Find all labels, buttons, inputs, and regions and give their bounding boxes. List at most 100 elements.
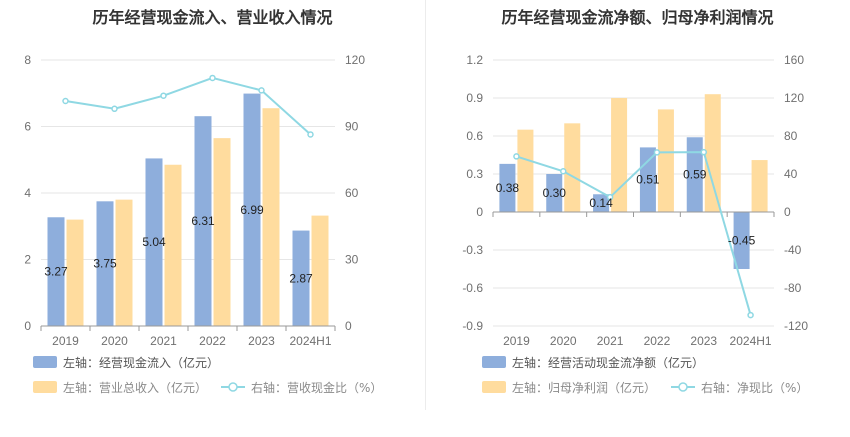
bar-primary — [733, 212, 750, 269]
bar-data-label: 0.38 — [496, 181, 520, 195]
x-axis-tick-label: 2023 — [690, 334, 717, 348]
line-point — [653, 149, 661, 156]
right-axis-tick-label: 0 — [784, 205, 791, 219]
left-axis-tick-label: 0.9 — [466, 91, 483, 105]
bar-data-label: 2.87 — [289, 271, 313, 285]
line-point — [307, 131, 314, 138]
x-axis-tick-label: 2019 — [503, 334, 530, 348]
right-axis-tick-label: 0 — [345, 319, 352, 333]
bar-primary — [243, 93, 261, 327]
net-cashflow-profit-chart: -0.9 -0.6 -0.3 0 0.3 0.6 0.9 1.2 -120 -80 -40 0 40 80… — [462, 53, 808, 395]
bar-secondary — [213, 138, 231, 326]
bar-data-label: 3.27 — [44, 265, 68, 279]
line-point — [700, 148, 707, 156]
bar-secondary — [517, 129, 534, 212]
line-point — [606, 193, 614, 201]
chart-title: 历年经营现金流净额、归母净利润情况 — [501, 8, 774, 27]
bar-data-label: -0.45 — [728, 234, 756, 248]
left-axis-tick-label: 1.2 — [466, 53, 483, 67]
legend-swatch-line-marker — [678, 382, 688, 392]
x-axis-tick-label: 2022 — [644, 334, 671, 348]
x-axis-tick-label: 2020 — [550, 334, 577, 348]
chart-title: 历年经营现金流入、营业收入情况 — [92, 8, 333, 27]
x-axis-tick-label: 2019 — [52, 334, 79, 348]
bar-secondary — [66, 219, 84, 326]
bar-data-label: 0.51 — [636, 173, 660, 187]
legend-label-secondary-bar: 左轴：归母净利润（亿元） — [512, 380, 656, 395]
line-point — [62, 97, 69, 105]
left-axis-tick-label: 0 — [476, 205, 483, 219]
bar-primary — [499, 163, 516, 212]
line-point — [160, 92, 167, 99]
panel-divider — [425, 0, 426, 410]
bar-data-label: 0.14 — [589, 196, 613, 210]
line-point — [747, 311, 754, 319]
x-axis-tick-label: 2024H1 — [730, 334, 772, 348]
legend-swatch-primary-bar — [33, 356, 57, 368]
right-axis-tick-label: 160 — [784, 53, 804, 67]
x-axis-tick-label: 2021 — [150, 334, 177, 348]
bar-secondary — [751, 160, 768, 212]
bar-data-label: 0.30 — [543, 186, 567, 200]
bar-primary — [96, 201, 114, 326]
bar-data-label: 6.31 — [191, 214, 215, 228]
bar-secondary — [262, 108, 280, 327]
right-axis-tick-label: 120 — [345, 53, 365, 67]
line-point — [560, 167, 567, 175]
x-axis-tick-label: 2021 — [597, 334, 624, 348]
line-point — [111, 105, 118, 113]
right-axis-tick-label: -80 — [784, 281, 802, 295]
legend-swatch-secondary-bar — [482, 381, 506, 393]
line-series — [65, 76, 312, 136]
bar-primary — [47, 217, 65, 326]
legend-swatch-line-marker — [228, 382, 238, 392]
right-axis-tick-label: 80 — [784, 129, 798, 143]
bar-data-label: 3.75 — [93, 257, 117, 271]
x-axis-tick-label: 2024H1 — [289, 334, 331, 348]
bar-secondary — [657, 109, 674, 212]
x-axis-tick-label: 2020 — [101, 334, 128, 348]
bar-primary — [686, 137, 703, 212]
left-axis-tick-label: -0.9 — [462, 319, 483, 333]
right-axis-tick-label: -120 — [784, 319, 808, 333]
left-axis-tick-label: -0.6 — [462, 281, 483, 295]
line-point — [513, 153, 520, 160]
left-axis-tick-label: 0 — [24, 319, 31, 333]
legend-label-line: 右轴：营收现金比（%） — [251, 380, 382, 395]
legend-label-primary-bar: 左轴：经营活动现金流净额（亿元） — [512, 355, 704, 370]
left-axis-tick-label: 6 — [24, 120, 31, 134]
bar-secondary — [311, 215, 329, 326]
left-axis-tick-label: 0.3 — [466, 167, 483, 181]
line-series — [516, 151, 752, 316]
bar-primary — [194, 116, 212, 326]
bar-primary — [546, 174, 563, 212]
left-axis-tick-label: 4 — [24, 186, 31, 200]
right-axis-tick-label: 60 — [345, 186, 359, 200]
left-axis-tick-label: 0.6 — [466, 129, 483, 143]
cash-inflow-revenue-chart: 0 2 4 6 8 0 30 60 90 120 2019 2020 2021 2022 2023 2024H… — [24, 53, 382, 395]
line-point — [258, 87, 265, 94]
bar-primary — [593, 194, 610, 212]
legend-swatch-primary-bar — [482, 356, 506, 368]
left-axis-tick-label: 2 — [24, 253, 31, 267]
legend-label-primary-bar: 左轴：经营现金流入（亿元） — [63, 355, 219, 370]
bar-data-label: 0.59 — [683, 168, 707, 182]
left-axis-tick-label: -0.3 — [462, 243, 483, 257]
bar-data-label: 5.04 — [142, 235, 166, 249]
right-axis-tick-label: 40 — [784, 167, 798, 181]
right-axis-tick-label: -40 — [784, 243, 802, 257]
bar-primary — [292, 230, 310, 326]
bar-secondary — [164, 164, 182, 326]
right-axis-tick-label: 30 — [345, 253, 359, 267]
right-axis-tick-label: 120 — [784, 91, 804, 105]
bar-secondary — [564, 123, 581, 212]
x-axis-tick-label: 2022 — [199, 334, 226, 348]
right-axis-tick-label: 90 — [345, 120, 359, 134]
legend-label-secondary-bar: 左轴：营业总收入（亿元） — [63, 380, 207, 395]
chart-panel-right: 历年经营现金流净额、归母净利润情况 -0.9 -0.6 -0.3 0 0.3 0.6 0.9… — [425, 0, 850, 437]
legend-swatch-secondary-bar — [33, 381, 57, 393]
left-axis-tick-label: 8 — [24, 53, 31, 67]
bar-secondary — [115, 199, 133, 326]
bar-secondary — [704, 94, 721, 212]
legend-label-line: 右轴：净现比（%） — [701, 380, 808, 395]
